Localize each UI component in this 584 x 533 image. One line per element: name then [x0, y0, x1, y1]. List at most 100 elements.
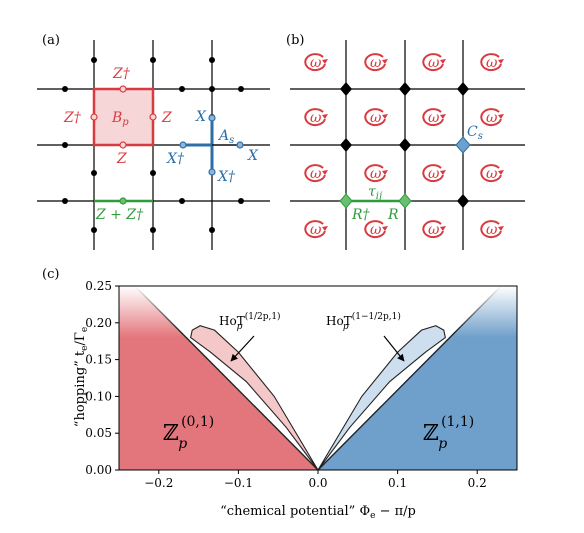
boundary-line-0 [134, 285, 319, 471]
vortex-omega: ω [364, 220, 388, 239]
site-z-plus-zdag [119, 197, 127, 205]
lobe-left [190, 325, 319, 471]
vortex-omega: ω [480, 220, 504, 239]
label-z-dag-left: Z† [63, 110, 82, 126]
diamond-site [399, 82, 411, 96]
vortex-omega: ω [364, 108, 388, 127]
diamond-r-dag [339, 193, 353, 209]
x-tick-label: 0.2 [468, 476, 487, 490]
site-x-dag-left [179, 141, 187, 149]
panel-b-vortices: ω ω ω ω ω ω ω ω ω ω ω ω ω ω ω ω [304, 53, 504, 239]
y-tick-label: 0.25 [85, 279, 112, 293]
panel-b-label: (b) [286, 33, 304, 48]
vortex-omega: ω [304, 164, 328, 183]
svg-text:ω: ω [310, 55, 322, 71]
label-z-dag-top: Z† [112, 66, 131, 82]
svg-text:ω: ω [310, 222, 322, 238]
svg-text:ω: ω [370, 55, 382, 71]
diamond-site [399, 138, 411, 152]
vortex-omega: ω [364, 164, 388, 183]
lobe-label-right: HoT(1−1/2p,1) p [326, 311, 401, 332]
svg-text:ω: ω [428, 166, 440, 182]
vortex-omega: ω [422, 220, 446, 239]
x-tick-label: −0.1 [224, 476, 253, 490]
region-right [318, 286, 517, 470]
diamond-site [457, 82, 469, 96]
diamond-site [340, 82, 352, 96]
diamond-r [398, 193, 412, 209]
region-left [119, 286, 318, 470]
svg-text:ω: ω [486, 55, 498, 71]
vortex-omega: ω [304, 108, 328, 127]
chart-y-label: “hopping” te/Γe [73, 327, 90, 427]
label-x-dag-bottom: X† [217, 169, 236, 185]
vortex-omega: ω [480, 164, 504, 183]
lobe-right [317, 325, 446, 471]
panel-a-sites [62, 57, 244, 233]
label-bp: Bp [111, 110, 129, 128]
vortex-omega: ω [422, 53, 446, 72]
lobe-arrow-right [383, 335, 405, 362]
label-z-bottom: Z [116, 151, 127, 167]
vortex-omega: ω [364, 53, 388, 72]
svg-text:ω: ω [370, 166, 382, 182]
site-z-dag-top [119, 85, 127, 93]
label-tau: τij [368, 184, 382, 202]
x-tick-label: −0.2 [144, 476, 173, 490]
panel-a: (a) [37, 33, 270, 250]
svg-text:ω: ω [370, 222, 382, 238]
label-r: R [387, 207, 399, 223]
x-tick-label: 0.0 [308, 476, 327, 490]
vortex-omega: ω [422, 108, 446, 127]
diamond-site [340, 138, 352, 152]
site-x-top [208, 114, 216, 122]
panel-b: (b) ω ω ω ω ω ω ω ω ω ω ω ω ω ω ω ω Cs τij R† R [286, 33, 525, 250]
svg-text:ω: ω [310, 110, 322, 126]
svg-text:ω: ω [486, 110, 498, 126]
site-z-right [149, 113, 157, 121]
label-x-dag-left: X† [166, 151, 185, 167]
label-x-right: X [247, 148, 259, 164]
svg-text:ω: ω [310, 166, 322, 182]
panel-a-label: (a) [42, 33, 60, 48]
vortex-omega: ω [422, 164, 446, 183]
site-z-dag-left [90, 113, 98, 121]
diamond-cs [455, 136, 471, 154]
vortex-omega: ω [304, 53, 328, 72]
y-tick-label: 0.05 [85, 426, 112, 440]
site-x-dag-bottom [208, 168, 216, 176]
label-x-top: X [195, 109, 207, 125]
region-label-left: ℤ (0,1) p [163, 414, 214, 452]
star-as [183, 118, 214, 172]
label-as: As [217, 128, 234, 146]
panel-c-label: (c) [42, 267, 59, 282]
y-tick-label: 0.00 [85, 463, 112, 477]
y-tick-label: 0.15 [85, 353, 112, 367]
chart-axes: −0.2 −0.1 0.0 0.1 0.2 0.00 0.05 0.10 0.15 0.20 0.2… [85, 279, 518, 490]
y-tick-label: 0.10 [85, 389, 112, 403]
chart-plot-area [119, 285, 517, 471]
svg-text:ω: ω [486, 222, 498, 238]
vortex-omega: ω [480, 53, 504, 72]
panel-c: (c) −0.2 −0.1 0.0 0.1 0.2 0.00 0.05 0.10 0.15 0.2… [42, 267, 518, 521]
y-tick-label: 0.20 [85, 316, 112, 330]
vortex-omega: ω [304, 220, 328, 239]
panel-b-diamonds [340, 82, 469, 208]
diamond-site [457, 194, 469, 208]
lobe-label-left: HoT(1/2p,1) p [219, 311, 281, 332]
lobe-arrow-left [230, 335, 255, 362]
site-z-bottom [119, 141, 127, 149]
chart-x-label: “chemical potential” Φe − π/p [220, 504, 416, 521]
boundary-line-1 [317, 285, 502, 471]
label-cs: Cs [467, 124, 483, 142]
x-tick-label: 0.1 [388, 476, 407, 490]
svg-text:ω: ω [428, 110, 440, 126]
svg-text:ω: ω [428, 222, 440, 238]
svg-text:ω: ω [428, 55, 440, 71]
label-z-right: Z [161, 110, 172, 126]
label-z-plus-zdag: Z + Z† [95, 207, 144, 223]
region-label-right: ℤ (1,1) p [423, 414, 474, 452]
label-r-dag: R† [351, 207, 371, 223]
site-x-right [236, 141, 244, 149]
